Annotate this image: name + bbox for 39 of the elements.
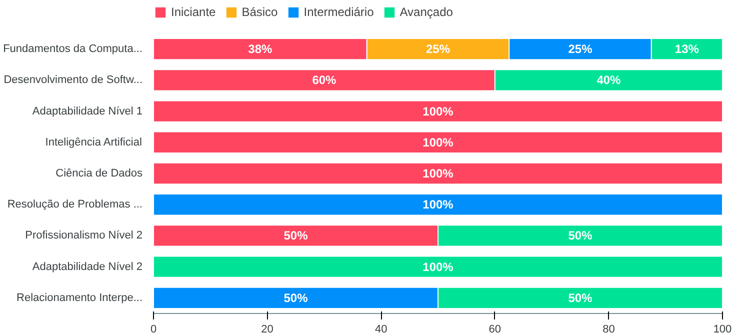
y-tick-label: Inteligência Artificial — [45, 136, 142, 148]
data-label: 50% — [284, 290, 308, 305]
bar — [154, 256, 722, 278]
y-tick-label: Adaptabilidade Nível 2 — [32, 260, 143, 273]
data-label: 100% — [422, 166, 454, 180]
data-label: 25% — [568, 42, 593, 56]
y-tick-label: Relacionamento Interpe... — [16, 292, 143, 304]
x-tick-label: 80 — [602, 324, 615, 335]
data-label: 40% — [596, 73, 622, 88]
x-tick-label: 60 — [488, 324, 502, 335]
data-label: 38% — [248, 42, 273, 56]
y-tick-label: Adaptabilidade Nível 1 — [32, 105, 143, 118]
data-label: 25% — [426, 42, 450, 56]
x-tick-label: 20 — [261, 324, 274, 335]
x-tick-label: 100 — [713, 324, 732, 335]
x-tick-label: 0 — [150, 324, 157, 335]
bar — [154, 131, 722, 154]
y-tick-label: Desenvolvimento de Softw... — [4, 74, 142, 86]
y-tick-label: Resolução de Problemas ... — [7, 198, 143, 211]
legend-label: Básico — [242, 5, 278, 19]
data-label: 13% — [674, 42, 700, 56]
bar — [154, 100, 722, 122]
data-label: 100% — [422, 135, 454, 150]
legend-label: Iniciante — [171, 5, 216, 19]
y-tick-label: Ciência de Dados — [56, 168, 143, 180]
data-label: 60% — [312, 73, 337, 88]
y-tick-label: Profissionalismo Nível 2 — [25, 230, 142, 242]
data-label: 50% — [568, 290, 593, 305]
data-label: 100% — [422, 260, 454, 274]
bar — [154, 194, 722, 216]
data-label: 100% — [422, 104, 454, 118]
bar — [154, 162, 722, 185]
data-label: 100% — [422, 198, 454, 212]
legend-label: Intermediário — [304, 5, 374, 19]
data-label: 50% — [568, 228, 593, 243]
legend-label: Avançado — [400, 5, 453, 19]
data-label: 50% — [284, 228, 308, 243]
y-tick-label: Fundamentos da Computa... — [3, 43, 143, 56]
x-tick-label: 40 — [374, 324, 388, 335]
